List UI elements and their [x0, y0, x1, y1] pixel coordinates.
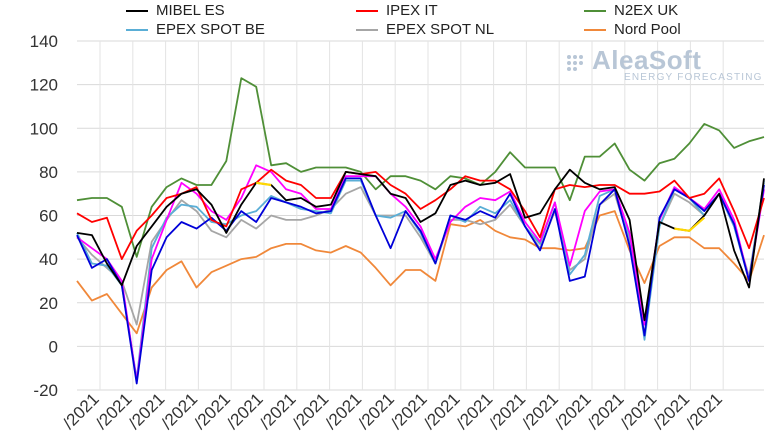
x-tick-label: /2021 — [617, 389, 661, 433]
series-line-series-6 — [76, 164, 765, 383]
x-tick-label: /2021 — [322, 389, 366, 433]
legend-swatch — [356, 28, 378, 31]
legend-swatch — [126, 9, 148, 12]
x-tick-label: /2021 — [125, 389, 169, 433]
legend-label: EPEX SPOT BE — [156, 21, 265, 38]
legend-item-epex-spot-be: EPEX SPOT BE — [126, 21, 265, 38]
series-line-n2ex-uk — [76, 77, 765, 258]
series-line-series-8 — [256, 181, 272, 187]
y-tick-label: 20 — [39, 294, 58, 313]
aleasoft-watermark: AleaSoft ENERGY FORECASTING — [566, 45, 763, 83]
x-tick-label: /2021 — [92, 389, 136, 433]
x-tick-label: /2021 — [650, 389, 694, 433]
series-line-nord-pool — [76, 210, 765, 335]
x-tick-label: /2021 — [387, 389, 431, 433]
y-tick-label: -20 — [33, 381, 58, 400]
y-tick-label: 40 — [39, 250, 58, 269]
x-tick-label: /2021 — [453, 389, 497, 433]
x-tick-label: /2021 — [223, 389, 267, 433]
series-line-mibel-es — [76, 168, 765, 322]
legend-label: MIBEL ES — [156, 2, 225, 19]
x-tick-label: /2021 — [355, 389, 399, 433]
x-tick-label: /2021 — [158, 389, 202, 433]
aleasoft-logo-icon — [567, 55, 583, 71]
x-tick-label: /2021 — [59, 389, 103, 433]
legend-item-nord-pool: Nord Pool — [584, 21, 681, 38]
y-tick-label: 140 — [30, 32, 58, 51]
legend-swatch — [584, 9, 606, 12]
legend-label: N2EX UK — [614, 2, 679, 19]
x-tick-label: /2021 — [486, 389, 530, 433]
watermark-brand: AleaSoft — [592, 45, 702, 75]
legend-label: EPEX SPOT NL — [386, 21, 495, 38]
series-line-series-8 — [674, 216, 706, 232]
legend-item-mibel-es: MIBEL ES — [126, 2, 225, 19]
x-tick-label: /2021 — [519, 389, 563, 433]
x-tick-label: /2021 — [256, 389, 300, 433]
watermark-tagline: ENERGY FORECASTING — [624, 72, 763, 83]
series-lines — [76, 77, 765, 385]
legend-swatch — [356, 9, 378, 12]
series-line-epex-spot-be — [76, 179, 765, 381]
series-line-series-7 — [76, 177, 765, 385]
legend-item-epex-spot-nl: EPEX SPOT NL — [356, 21, 494, 38]
y-axis-ticks: -20 0 20 40 60 80 100 120 140 — [30, 32, 58, 400]
y-tick-label: 60 — [39, 207, 58, 226]
legend-swatch — [126, 28, 148, 31]
legend-swatch — [584, 28, 606, 31]
legend: MIBEL ES IPEX IT N2EX UK EPEX SPOT BE EP… — [0, 2, 780, 42]
x-tick-label: /2021 — [191, 389, 235, 433]
y-tick-label: 100 — [30, 119, 58, 138]
legend-label: Nord Pool — [614, 21, 681, 38]
y-tick-label: 0 — [49, 337, 58, 356]
x-tick-label: /2021 — [584, 389, 628, 433]
legend-item-n2ex-uk: N2EX UK — [584, 2, 678, 19]
x-axis-ticks: /2021/2021/2021/2021/2021/2021/2021/2021… — [59, 389, 726, 433]
legend-label: IPEX IT — [386, 2, 438, 19]
x-tick-label: /2021 — [289, 389, 333, 433]
x-tick-label: /2021 — [551, 389, 595, 433]
x-tick-label: /2021 — [683, 389, 727, 433]
y-tick-label: 80 — [39, 163, 58, 182]
series-line-ipex-it — [76, 168, 765, 261]
legend-item-ipex-it: IPEX IT — [356, 2, 438, 19]
x-tick-label: /2021 — [420, 389, 464, 433]
y-tick-label: 120 — [30, 76, 58, 95]
